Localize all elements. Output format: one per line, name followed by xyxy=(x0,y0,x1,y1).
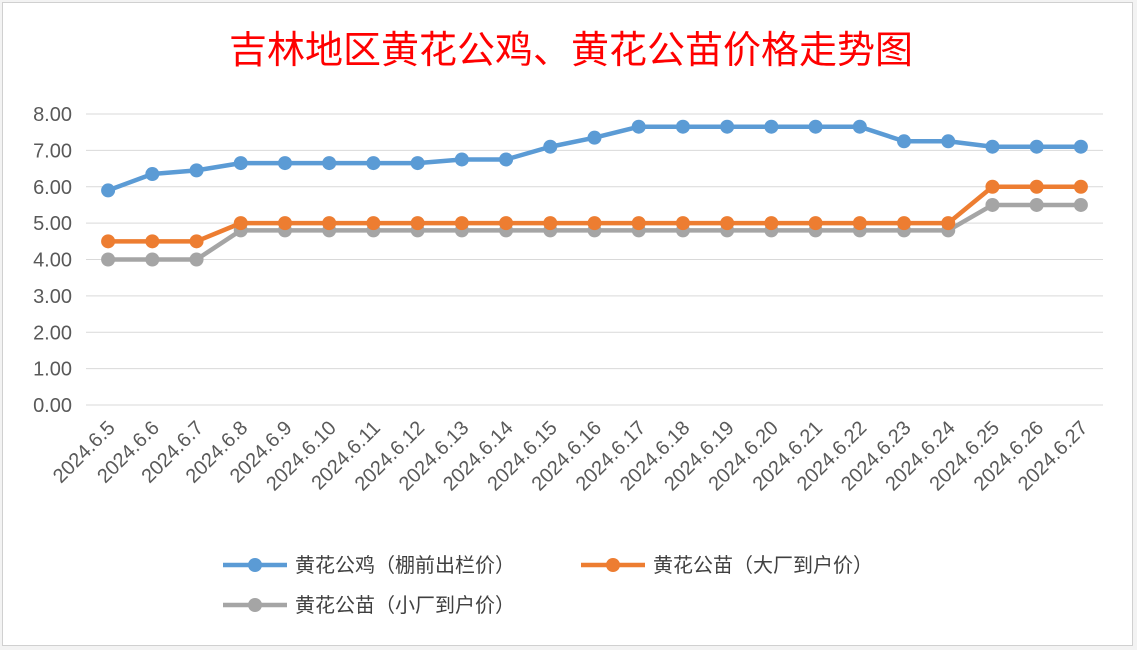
data-point xyxy=(101,234,116,249)
legend-item: 黄花公苗（小厂到户价） xyxy=(223,593,515,617)
series xyxy=(101,197,1088,267)
data-point xyxy=(808,119,823,134)
data-point xyxy=(1029,139,1044,154)
data-point xyxy=(454,216,469,231)
data-point xyxy=(277,156,292,171)
data-point xyxy=(1029,197,1044,212)
data-point xyxy=(233,156,248,171)
y-tick-label: 7.00 xyxy=(33,140,72,162)
y-tick-label: 6.00 xyxy=(33,177,72,199)
data-point xyxy=(189,234,204,249)
data-point xyxy=(631,119,646,134)
data-point xyxy=(675,119,690,134)
data-point xyxy=(233,216,248,231)
y-axis-ticks: 0.00 1.00 2.00 3.00 4.00 5.00 6.00 7.00 8.00 xyxy=(33,104,72,417)
data-point xyxy=(410,156,425,171)
data-point xyxy=(941,216,956,231)
data-point xyxy=(985,139,1000,154)
data-point xyxy=(366,216,381,231)
data-point xyxy=(587,130,602,145)
series xyxy=(101,179,1088,249)
y-tick-label: 3.00 xyxy=(33,286,72,308)
data-point xyxy=(631,216,646,231)
y-tick-label: 5.00 xyxy=(33,213,72,235)
line-chart: 吉林地区黄花公鸡、黄花公苗价格走势图 0.00 1.00 2.00 3.00 4.00 5… xyxy=(33,28,1103,617)
data-point xyxy=(101,252,116,267)
legend-label: 黄花公苗（小厂到户价） xyxy=(295,593,515,617)
data-point xyxy=(410,216,425,231)
series-lines xyxy=(101,119,1088,267)
data-point xyxy=(1073,197,1088,212)
chart-title: 吉林地区黄花公鸡、黄花公苗价格走势图 xyxy=(229,28,913,72)
legend: 黄花公鸡（棚前出栏价） 黄花公苗（大厂到户价） 黄花公苗（小厂到户价） xyxy=(223,553,873,617)
y-tick-label: 8.00 xyxy=(33,104,72,126)
legend-label: 黄花公鸡（棚前出栏价） xyxy=(295,553,515,577)
data-point xyxy=(499,216,514,231)
data-point xyxy=(985,197,1000,212)
legend-swatch-marker xyxy=(248,598,262,612)
data-point xyxy=(189,163,204,178)
data-point xyxy=(897,134,912,149)
data-point xyxy=(1073,139,1088,154)
x-axis-ticks: 2024.6.52024.6.62024.6.72024.6.82024.6.9… xyxy=(49,417,1092,495)
legend-label: 黄花公苗（大厂到户价） xyxy=(653,553,873,577)
data-point xyxy=(322,156,337,171)
data-point xyxy=(764,119,779,134)
data-point xyxy=(1073,179,1088,194)
data-point xyxy=(675,216,690,231)
y-tick-label: 2.00 xyxy=(33,322,72,344)
data-point xyxy=(941,134,956,149)
data-point xyxy=(454,152,469,167)
data-point xyxy=(852,119,867,134)
data-point xyxy=(277,216,292,231)
y-tick-label: 4.00 xyxy=(33,250,72,272)
data-point xyxy=(499,152,514,167)
y-tick-label: 1.00 xyxy=(33,359,72,381)
data-point xyxy=(897,216,912,231)
data-point xyxy=(852,216,867,231)
data-point xyxy=(145,167,160,182)
data-point xyxy=(720,216,735,231)
legend-swatch-marker xyxy=(606,558,620,572)
legend-item: 黄花公苗（大厂到户价） xyxy=(581,553,873,577)
data-point xyxy=(101,183,116,198)
y-tick-label: 0.00 xyxy=(33,395,72,417)
data-point xyxy=(720,119,735,134)
data-point xyxy=(145,234,160,249)
data-point xyxy=(543,139,558,154)
data-point xyxy=(985,179,1000,194)
data-point xyxy=(322,216,337,231)
data-point xyxy=(587,216,602,231)
legend-item: 黄花公鸡（棚前出栏价） xyxy=(223,553,515,577)
data-point xyxy=(543,216,558,231)
data-point xyxy=(1029,179,1044,194)
data-point xyxy=(764,216,779,231)
data-point xyxy=(366,156,381,171)
series xyxy=(101,119,1088,198)
data-point xyxy=(145,252,160,267)
data-point xyxy=(189,252,204,267)
data-point xyxy=(808,216,823,231)
legend-swatch-marker xyxy=(248,558,262,572)
